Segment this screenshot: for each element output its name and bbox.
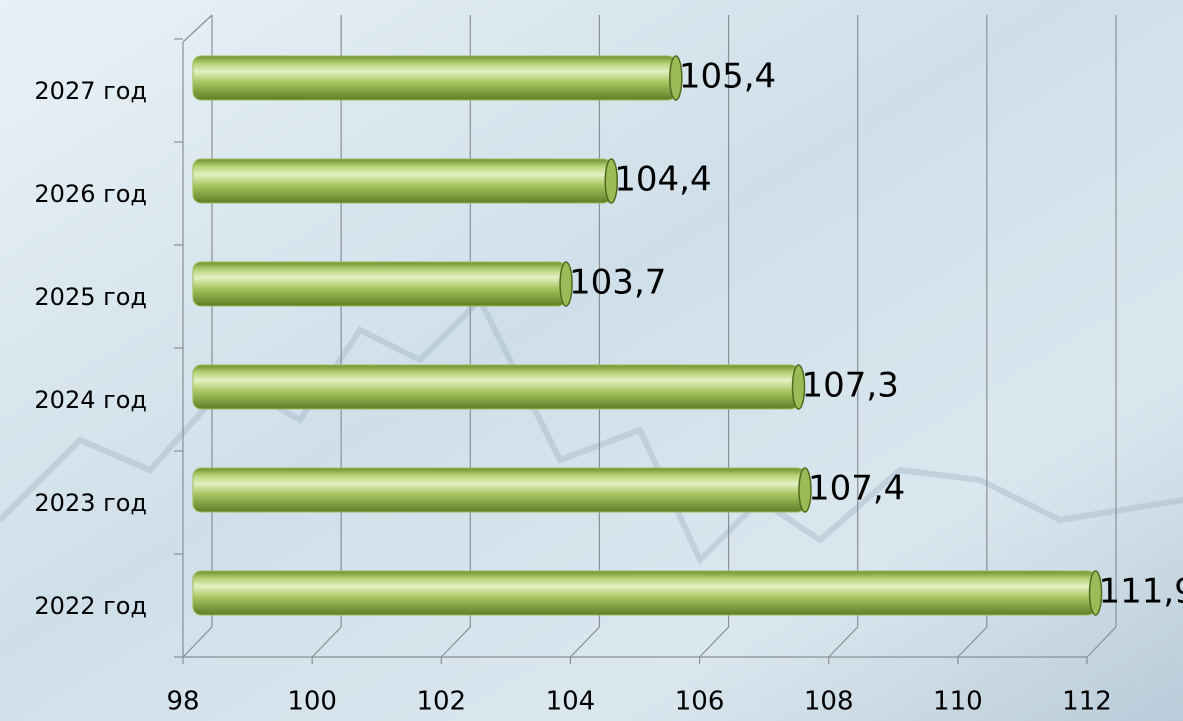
bar: [193, 159, 611, 203]
x-tick-label: 102: [416, 687, 466, 717]
bar: [193, 262, 566, 306]
bar: [193, 56, 676, 100]
bar: [193, 571, 1096, 615]
x-tick-label: 112: [1062, 687, 1112, 717]
y-tick-label: 2023 год: [34, 489, 147, 517]
x-tick-label: 100: [287, 687, 337, 717]
y-tick-label: 2027 год: [34, 77, 147, 105]
value-label: 103,7: [569, 263, 666, 303]
value-label: 107,4: [808, 469, 905, 509]
y-tick-label: 2026 год: [34, 180, 147, 208]
bar: [193, 365, 799, 409]
chart: 98 100 102 104 106 108 110 112 2022 год 111,9 2023…: [0, 0, 1183, 721]
value-label: 104,4: [614, 160, 711, 200]
x-tick-label: 104: [546, 687, 596, 717]
value-label: 107,3: [802, 366, 899, 406]
value-label: 105,4: [679, 57, 776, 97]
bar: [193, 468, 805, 512]
y-tick-label: 2022 год: [34, 592, 147, 620]
x-tick-label: 110: [933, 687, 983, 717]
y-tick-label: 2024 год: [34, 386, 147, 414]
value-label: 111,9: [1099, 572, 1183, 612]
y-tick-label: 2025 год: [34, 283, 147, 311]
x-tick-label: 98: [166, 687, 199, 717]
x-tick-label: 106: [675, 687, 725, 717]
x-tick-label: 108: [804, 687, 854, 717]
